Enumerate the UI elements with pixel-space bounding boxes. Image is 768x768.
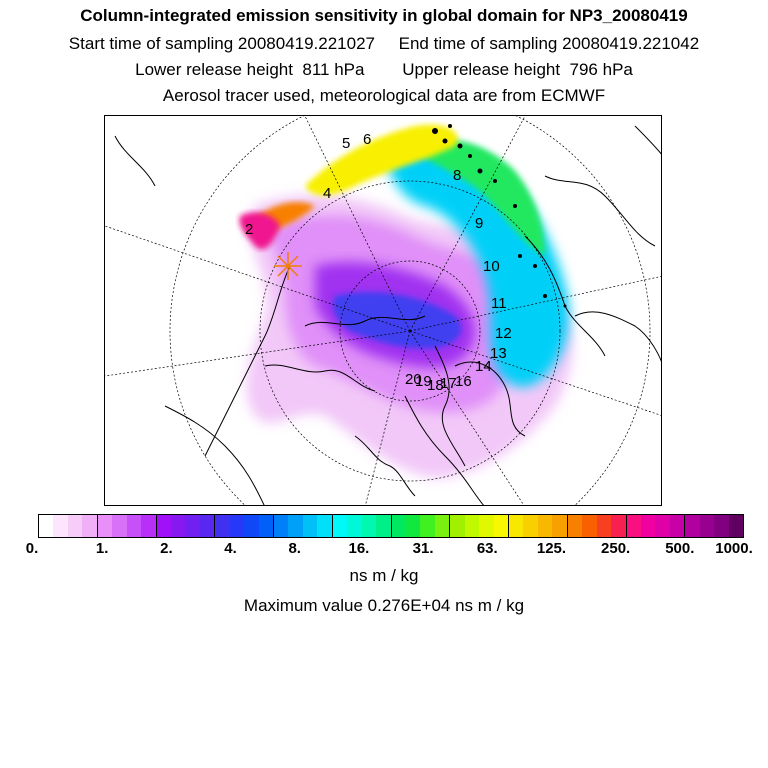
traj-label-12: 12 bbox=[495, 325, 512, 342]
traj-label-20: 20 bbox=[405, 371, 422, 388]
colorbar-cell bbox=[508, 515, 524, 537]
colorbar-tick-label: 2. bbox=[160, 540, 173, 557]
plot-title: Column-integrated emission sensitivity i… bbox=[80, 6, 688, 25]
graticule bbox=[105, 116, 661, 505]
colorbar-tick-label: 8. bbox=[288, 540, 301, 557]
colorbar-cell bbox=[376, 515, 391, 537]
traj-label-17: 17 bbox=[440, 375, 457, 392]
colorbar-cell bbox=[361, 515, 377, 537]
traj-label-8: 8 bbox=[453, 167, 461, 184]
colorbar-cell bbox=[229, 515, 245, 537]
colorbar-cell bbox=[611, 515, 626, 537]
colorbar-cell bbox=[258, 515, 273, 537]
colorbar-cell bbox=[699, 515, 715, 537]
colorbar-cell bbox=[185, 515, 200, 537]
colorbar-cell bbox=[96, 515, 113, 537]
colorbar-cell bbox=[479, 515, 494, 537]
tracer-info-line: Aerosol tracer used, meteorological data… bbox=[162, 86, 606, 105]
colorbar-cell bbox=[566, 515, 583, 537]
colorbar-cell bbox=[53, 515, 68, 537]
colorbar-tick-label: 500. bbox=[665, 540, 695, 557]
sampling-time-line: Start time of sampling 20080419.221027 E… bbox=[68, 34, 700, 53]
colorbar-cell bbox=[170, 515, 186, 537]
colorbar-cell bbox=[655, 515, 670, 537]
colorbar-cell bbox=[126, 515, 142, 537]
traj-label-9: 9 bbox=[475, 215, 483, 232]
colorbar-cell bbox=[39, 515, 54, 537]
colorbar-cell bbox=[82, 515, 97, 537]
colorbar-tick-label: 0. bbox=[25, 540, 39, 557]
colorbar-tick-label: 125. bbox=[536, 540, 567, 557]
star-icon bbox=[274, 252, 302, 280]
colorbar-units: ns m / kg bbox=[349, 566, 419, 585]
colorbar-cell bbox=[273, 515, 289, 537]
traj-label-10: 10 bbox=[483, 258, 500, 275]
sensitivity-plume bbox=[239, 124, 573, 478]
colorbar bbox=[38, 514, 744, 538]
emission-sensitivity-map: 2 4 5 6 8 9 10 11 12 13 14 16 17 18 19 2… bbox=[104, 115, 662, 506]
release-height-line: Lower release height 811 hPa Upper relea… bbox=[135, 60, 633, 79]
colorbar-cell bbox=[449, 515, 465, 537]
colorbar-cell bbox=[420, 515, 435, 537]
colorbar-cell bbox=[537, 515, 553, 537]
colorbar-cell bbox=[405, 515, 421, 537]
colorbar-cell bbox=[434, 515, 450, 537]
colorbar-tick-labels: 0. 1. 2. 4. 8. 16. 31. 63. 125. 250. 500. 1000. bbox=[0, 540, 768, 560]
traj-label-4: 4 bbox=[323, 185, 331, 202]
traj-label-19: 19 bbox=[415, 373, 432, 390]
colorbar-cell bbox=[625, 515, 641, 537]
colorbar-cell bbox=[141, 515, 156, 537]
colorbar-cell bbox=[684, 515, 700, 537]
colorbar-cell bbox=[596, 515, 612, 537]
traj-label-18: 18 bbox=[427, 377, 444, 394]
trajectory-labels: 2 4 5 6 8 9 10 11 12 13 14 16 17 18 19 2… bbox=[245, 131, 512, 394]
colorbar-tick-label: 4. bbox=[224, 540, 237, 557]
trajectory-cluster bbox=[432, 124, 567, 308]
traj-label-11: 11 bbox=[491, 295, 507, 312]
colorbar-cell bbox=[390, 515, 406, 537]
colorbar-cell bbox=[288, 515, 303, 537]
traj-label-6: 6 bbox=[363, 131, 371, 148]
colorbar-cell bbox=[493, 515, 508, 537]
traj-label-14: 14 bbox=[475, 358, 492, 375]
colorbar-cell bbox=[347, 515, 362, 537]
traj-label-5: 5 bbox=[342, 135, 350, 152]
colorbar-cell bbox=[728, 515, 743, 537]
colorbar-tick-label: 16. bbox=[348, 540, 370, 557]
colorbar-tick-label: 1000. bbox=[715, 540, 753, 557]
colorbar-cell bbox=[582, 515, 597, 537]
colorbar-tick-label: 63. bbox=[476, 540, 498, 557]
colorbar-cell bbox=[244, 515, 259, 537]
colorbar-cell bbox=[199, 515, 215, 537]
colorbar-cell bbox=[714, 515, 729, 537]
colorbar-cell bbox=[669, 515, 685, 537]
colorbar-cell bbox=[640, 515, 656, 537]
colorbar-cell bbox=[464, 515, 480, 537]
maximum-value: Maximum value 0.276E+04 ns m / kg bbox=[243, 596, 525, 615]
colorbar-cell bbox=[214, 515, 230, 537]
colorbar-tick-label: 250. bbox=[601, 540, 631, 557]
traj-label-16: 16 bbox=[455, 373, 472, 390]
coastlines bbox=[114, 125, 661, 505]
colorbar-tick-label: 1. bbox=[95, 540, 109, 557]
colorbar-cell bbox=[302, 515, 318, 537]
colorbar-cell bbox=[552, 515, 567, 537]
colorbar-cell bbox=[67, 515, 83, 537]
polar-map-svg: 2 4 5 6 8 9 10 11 12 13 14 16 17 18 19 2… bbox=[105, 116, 661, 505]
colorbar-tick-label: 31. bbox=[412, 540, 434, 557]
colorbar-cell bbox=[331, 515, 348, 537]
colorbar-cell bbox=[317, 515, 332, 537]
traj-label-13: 13 bbox=[490, 345, 507, 362]
colorbar-cell bbox=[155, 515, 171, 537]
traj-label-2: 2 bbox=[245, 221, 253, 238]
colorbar-cell bbox=[112, 515, 127, 537]
colorbar-cell bbox=[523, 515, 538, 537]
